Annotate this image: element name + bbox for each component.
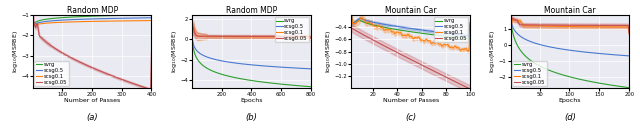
Legend: svrg, scsg0.5, scsg0.1, scsg0.05: svrg, scsg0.5, scsg0.1, scsg0.05 bbox=[513, 61, 547, 86]
Text: (b): (b) bbox=[246, 113, 257, 122]
Title: Mountain Car: Mountain Car bbox=[385, 6, 436, 15]
Text: (c): (c) bbox=[405, 113, 417, 122]
Title: Random MDP: Random MDP bbox=[226, 6, 277, 15]
Y-axis label: log$_{10}$(MSPBE): log$_{10}$(MSPBE) bbox=[324, 30, 333, 73]
X-axis label: Epochs: Epochs bbox=[559, 98, 581, 103]
Y-axis label: log$_{10}$(MSPBE): log$_{10}$(MSPBE) bbox=[170, 30, 179, 73]
Y-axis label: log$_{10}$(MSPBE): log$_{10}$(MSPBE) bbox=[10, 30, 20, 73]
Legend: svrg, scsg0.5, scsg0.1, scsg0.05: svrg, scsg0.5, scsg0.1, scsg0.05 bbox=[35, 61, 69, 86]
Text: (d): (d) bbox=[564, 113, 576, 122]
Legend: svrg, scsg0.5, scsg0.1, scsg0.05: svrg, scsg0.5, scsg0.1, scsg0.05 bbox=[275, 17, 309, 42]
Text: (a): (a) bbox=[86, 113, 98, 122]
Y-axis label: log$_{10}$(MSPBE): log$_{10}$(MSPBE) bbox=[488, 30, 497, 73]
Title: Random MDP: Random MDP bbox=[67, 6, 118, 15]
Legend: svrg, scsg0.5, scsg0.1, scsg0.05: svrg, scsg0.5, scsg0.1, scsg0.05 bbox=[434, 17, 468, 42]
X-axis label: Epochs: Epochs bbox=[240, 98, 262, 103]
X-axis label: Number of Passes: Number of Passes bbox=[383, 98, 439, 103]
Title: Mountain Car: Mountain Car bbox=[544, 6, 596, 15]
X-axis label: Number of Passes: Number of Passes bbox=[64, 98, 120, 103]
